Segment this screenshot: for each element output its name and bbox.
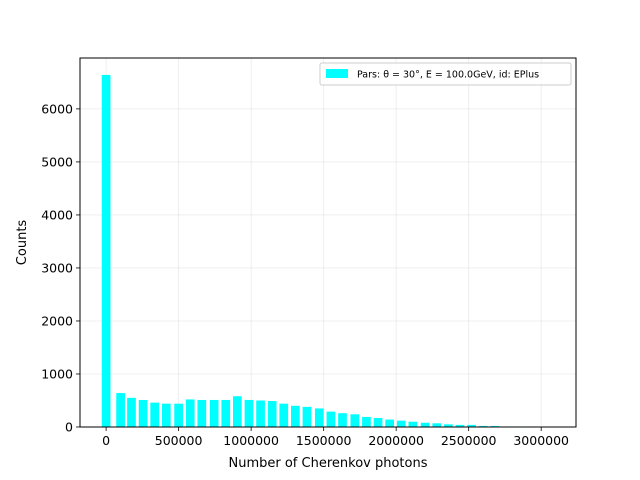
bars	[101, 74, 558, 427]
y-tick-label: 2000	[41, 313, 73, 328]
bar	[432, 423, 442, 427]
x-tick-label: 500000	[155, 433, 203, 448]
x-axis-ticks: 0 500000 1000000 1500000 2000000 2500000 30000…	[102, 427, 569, 448]
y-tick-label: 4000	[41, 207, 73, 222]
legend-label: Pars: θ = 30°, E = 100.0GeV, id: EPlus	[357, 70, 539, 81]
x-tick-label: 2000000	[368, 433, 424, 448]
bar	[221, 399, 231, 427]
bar	[127, 397, 136, 427]
y-axis-label: Counts	[15, 220, 30, 266]
bar	[455, 424, 465, 427]
bar	[244, 399, 254, 427]
x-tick-label: 2500000	[441, 433, 497, 448]
y-tick-label: 3000	[41, 260, 73, 275]
y-tick-label: 1000	[41, 366, 73, 381]
bar	[350, 414, 360, 427]
bar	[338, 413, 347, 427]
bar	[362, 416, 371, 427]
bar	[467, 424, 476, 427]
legend: Pars: θ = 30°, E = 100.0GeV, id: EPlus	[319, 62, 572, 86]
bar	[116, 393, 125, 427]
bar	[197, 399, 207, 427]
bar	[396, 420, 406, 427]
bar	[326, 411, 336, 427]
x-tick-label: 1500000	[296, 433, 352, 448]
bar	[279, 403, 289, 427]
bar	[161, 403, 171, 427]
bar	[444, 424, 453, 427]
bar	[174, 403, 183, 427]
x-tick-label: 3000000	[513, 433, 569, 448]
y-tick-label: 6000	[41, 101, 73, 116]
bar	[302, 406, 312, 427]
bar	[267, 401, 277, 427]
legend-box	[319, 62, 572, 86]
bar	[150, 402, 160, 427]
bar	[373, 417, 383, 427]
bar	[314, 408, 324, 427]
bar	[101, 74, 111, 427]
y-axis-ticks: 0 1000 2000 3000 4000 5000 6000	[41, 101, 80, 435]
bar	[233, 396, 242, 427]
x-axis-label: Number of Cherenkov photons	[229, 456, 428, 471]
x-tick-label: 0	[102, 433, 110, 448]
bar	[420, 422, 430, 427]
axes-frame	[79, 57, 577, 428]
bar	[138, 399, 148, 427]
x-tick-label: 1000000	[223, 433, 279, 448]
bar	[385, 419, 394, 427]
bar	[408, 421, 418, 427]
bar	[291, 405, 300, 427]
bar	[490, 425, 500, 427]
bar	[185, 399, 195, 427]
bar	[478, 425, 488, 427]
legend-swatch	[326, 69, 348, 78]
bar	[256, 400, 265, 427]
bar	[209, 399, 219, 427]
y-tick-label: 5000	[41, 154, 73, 169]
y-tick-label: 0	[65, 420, 73, 435]
